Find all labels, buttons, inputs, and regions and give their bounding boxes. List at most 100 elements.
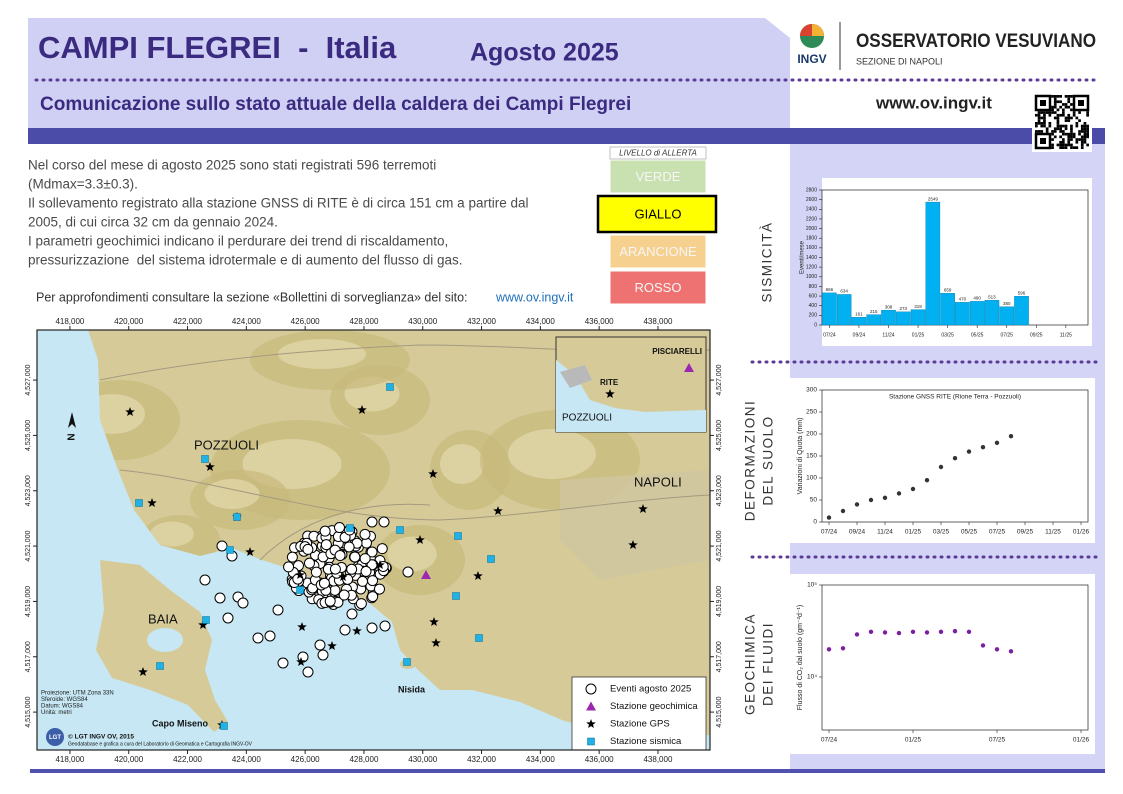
point [966, 629, 972, 634]
qr-cell [1059, 143, 1062, 147]
summary-line: I parametri geochimici indicano il perdu… [28, 234, 448, 249]
website[interactable]: www.ov.ingv.it [875, 93, 992, 112]
qr-cell [1083, 135, 1087, 139]
place-name: BAIA [148, 611, 178, 626]
point [840, 508, 846, 514]
event [402, 566, 414, 578]
event [317, 649, 329, 661]
bar [881, 309, 896, 326]
qr-cell [1045, 130, 1049, 133]
qr-cell [1035, 113, 1038, 117]
point [952, 628, 958, 634]
event [324, 595, 336, 607]
y-tick-label: 0 [814, 322, 817, 328]
relief-highlight [387, 536, 437, 572]
seismic-station [226, 546, 234, 554]
event [357, 575, 369, 587]
map-x-tick-label: 438,000 [643, 317, 672, 326]
section-label: GEOCHIMICA [743, 613, 758, 715]
qr-cell [1086, 143, 1089, 147]
map-y-tick-label: 4,517,000 [25, 641, 32, 672]
place-name: POZZUOLI [194, 437, 259, 452]
x-tick-label: 07/24 [821, 737, 838, 744]
header-stripe [28, 128, 1105, 144]
bar-value-label: 659 [944, 287, 952, 292]
qr-cell [1040, 124, 1044, 128]
gps-station [375, 560, 385, 569]
qr-cell [1070, 130, 1073, 133]
qr-cell [1072, 146, 1076, 149]
seismic-station [201, 455, 209, 463]
point [994, 647, 1000, 652]
qr-cell [1064, 103, 1068, 106]
qr-cell [1064, 127, 1068, 131]
map-x-tick-label: 422,000 [173, 317, 202, 326]
qr-cell [1067, 97, 1071, 101]
event [216, 540, 228, 552]
qr-cell [1083, 132, 1087, 136]
y-tick-label: 10⁵ [807, 582, 817, 589]
y-tick-label: 100 [806, 475, 817, 482]
point [826, 515, 832, 520]
north-label: N [67, 433, 78, 440]
qr-cell [1059, 105, 1062, 109]
y-tick-label: 2400 [806, 207, 817, 213]
bar-value-label: 490 [973, 296, 981, 301]
qr-cell [1048, 122, 1052, 125]
event [319, 525, 331, 537]
y-axis-label: Eventi/mese [800, 240, 806, 274]
x-tick-label: 07/25 [989, 737, 1006, 744]
point [980, 643, 986, 648]
alert-panel: LIVELLO di ALLERTA VERDE GIALLO ARANCIONE RO… [596, 146, 718, 305]
event [329, 584, 341, 596]
bar [940, 293, 955, 326]
point [854, 502, 860, 507]
qr-cell [1062, 111, 1065, 114]
qr-cell [1067, 135, 1071, 139]
y-tick-label: 1200 [806, 264, 817, 270]
qr-cell [1053, 127, 1057, 131]
qr-cell [1062, 138, 1065, 141]
gps-station [429, 617, 439, 626]
point [924, 630, 930, 635]
map-x-tick-label: 432,000 [467, 755, 496, 764]
gps-station [338, 572, 348, 581]
point [980, 445, 986, 450]
gps-station [638, 504, 648, 513]
point [938, 464, 944, 470]
qr-cell [1053, 135, 1057, 139]
qr-cell [1075, 146, 1079, 149]
y-tick-label: 300 [806, 387, 817, 394]
qr-cell [1051, 95, 1054, 98]
road [259, 503, 431, 561]
qr-cell [1056, 122, 1060, 125]
gps-station [198, 620, 208, 629]
event [339, 624, 351, 636]
point [938, 629, 944, 634]
x-tick-label: 11/24 [882, 332, 894, 338]
x-tick-label: 01/26 [1073, 737, 1090, 744]
y-tick-label: 600 [809, 293, 818, 299]
qr-cell [1059, 100, 1062, 104]
qr-cell [1070, 108, 1073, 112]
gps-station [628, 540, 638, 549]
qr-cell [1067, 95, 1071, 98]
qr-cell [1083, 124, 1087, 128]
credit-logo-text: LGT [49, 735, 61, 741]
map: POZZUOLI NAPOLI BAIA Capo Miseno Nisida PISCI… [25, 317, 723, 764]
point [896, 630, 902, 636]
bar-value-label: 634 [840, 289, 848, 294]
bar-value-label: 666 [826, 287, 834, 292]
link[interactable]: www.ov.ingv.it [495, 290, 574, 304]
qr-cell [1078, 130, 1081, 133]
geochemical-station [684, 363, 694, 372]
qr-cell [1053, 105, 1057, 109]
charts: 0200400600800100012001400160018002000220… [743, 178, 1095, 754]
gps-station [428, 469, 438, 478]
x-tick-label: 09/25 [1030, 332, 1043, 338]
event [376, 543, 388, 555]
map-y-tick-label: 4,523,000 [25, 475, 32, 506]
map-note: Proiezione: UTM Zona 33N [41, 691, 114, 697]
bar [955, 302, 970, 326]
gps-station [138, 667, 148, 676]
